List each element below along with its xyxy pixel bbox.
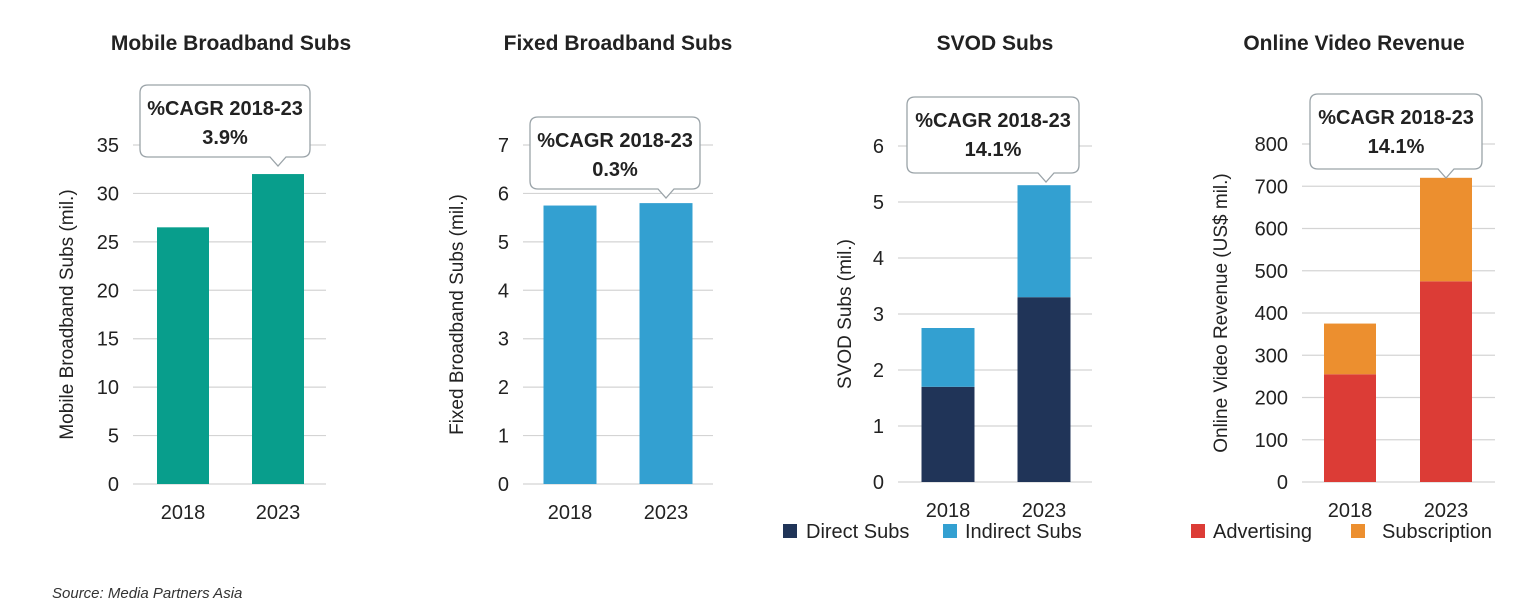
- bar-2018-subscription: [1324, 323, 1376, 375]
- chart-title: Fixed Broadband Subs: [504, 32, 733, 55]
- y-tick-label: 5: [498, 232, 509, 254]
- y-tick-label: 30: [97, 183, 119, 205]
- y-tick-label: 800: [1255, 134, 1288, 156]
- x-tick-label: 2018: [926, 500, 971, 522]
- bar-2023-direct-subs: [1017, 297, 1071, 482]
- cagr-callout-value: 3.9%: [202, 127, 248, 149]
- y-tick-label: 600: [1255, 219, 1288, 241]
- x-tick-label: 2023: [256, 502, 301, 524]
- cagr-callout-value: 14.1%: [1368, 136, 1425, 158]
- source-note: Source: Media Partners Asia: [52, 585, 243, 602]
- legend-swatch-direct-subs: [783, 524, 797, 538]
- bar-2023-indirect-subs: [1017, 185, 1071, 298]
- y-axis-label: SVOD Subs (mil.): [835, 239, 856, 389]
- bar-2018-direct-subs: [921, 386, 975, 482]
- y-tick-label: 35: [97, 135, 119, 157]
- bar-2023-advertising: [1420, 281, 1472, 482]
- x-tick-label: 2023: [644, 502, 689, 524]
- y-tick-label: 300: [1255, 345, 1288, 367]
- legend-label: Advertising: [1213, 521, 1312, 543]
- y-tick-label: 7: [498, 135, 509, 157]
- bar-2018-fixed-broadband-subs: [543, 205, 597, 485]
- y-axis-label: Online Video Revenue (US$ mil.): [1211, 173, 1232, 453]
- y-axis-label: Mobile Broadband Subs (mil.): [57, 189, 78, 439]
- y-tick-label: 0: [108, 474, 119, 496]
- chart-title: SVOD Subs: [937, 32, 1054, 55]
- cagr-callout-value: 0.3%: [592, 159, 638, 181]
- y-tick-label: 1: [873, 416, 884, 438]
- y-tick-label: 500: [1255, 261, 1288, 283]
- legend-label: Indirect Subs: [965, 521, 1082, 543]
- cagr-callout-value: 14.1%: [965, 139, 1022, 161]
- cagr-callout-label: %CAGR 2018-23: [915, 110, 1071, 132]
- y-tick-label: 3: [498, 329, 509, 351]
- chart-title: Online Video Revenue: [1243, 32, 1464, 55]
- legend-swatch-advertising: [1191, 524, 1205, 538]
- y-tick-label: 6: [498, 183, 509, 205]
- x-tick-label: 2018: [1328, 500, 1373, 522]
- legend-swatch-subscription: [1351, 524, 1365, 538]
- x-tick-label: 2018: [161, 502, 206, 524]
- y-axis-label: Fixed Broadband Subs (mil.): [447, 194, 468, 435]
- x-tick-label: 2023: [1022, 500, 1067, 522]
- y-tick-label: 6: [873, 136, 884, 158]
- bar-2018-indirect-subs: [921, 328, 975, 387]
- y-tick-label: 5: [108, 426, 119, 448]
- x-tick-label: 2023: [1424, 500, 1469, 522]
- y-tick-label: 3: [873, 304, 884, 326]
- bar-2023-fixed-broadband-subs: [639, 203, 693, 484]
- chart-title: Mobile Broadband Subs: [111, 32, 351, 55]
- cagr-callout: [529, 116, 701, 199]
- cagr-callout-label: %CAGR 2018-23: [147, 98, 303, 120]
- cagr-callout-label: %CAGR 2018-23: [1318, 107, 1474, 129]
- y-tick-label: 200: [1255, 388, 1288, 410]
- y-tick-label: 0: [873, 472, 884, 494]
- y-tick-label: 0: [498, 474, 509, 496]
- legend-label: Direct Subs: [806, 521, 909, 543]
- y-tick-label: 10: [97, 377, 119, 399]
- y-tick-label: 20: [97, 280, 119, 302]
- y-tick-label: 25: [97, 232, 119, 254]
- y-tick-label: 400: [1255, 303, 1288, 325]
- y-tick-label: 5: [873, 192, 884, 214]
- y-tick-label: 1: [498, 426, 509, 448]
- legend-label: Subscription: [1382, 521, 1492, 543]
- cagr-callout-label: %CAGR 2018-23: [537, 130, 693, 152]
- chart-panel-1: Mobile Broadband Subs 0 5 10 15 20 25 30 35 Mobil…: [57, 32, 351, 524]
- y-tick-label: 100: [1255, 430, 1288, 452]
- y-tick-label: 4: [498, 280, 509, 302]
- y-tick-label: 4: [873, 248, 884, 270]
- y-tick-label: 15: [97, 329, 119, 351]
- y-tick-label: 2: [873, 360, 884, 382]
- cagr-callout: [139, 84, 311, 167]
- bar-2023-subscription: [1420, 177, 1472, 282]
- bar-2018-mobile-broadband-subs: [157, 227, 209, 485]
- y-tick-label: 0: [1277, 472, 1288, 494]
- legend-swatch-indirect-subs: [943, 524, 957, 538]
- cagr-callout: [1309, 93, 1483, 179]
- bar-2018-advertising: [1324, 374, 1376, 482]
- y-tick-label: 700: [1255, 176, 1288, 198]
- chart-panel-4: Online Video Revenue 0 100 200 300 400 500 600 7…: [1191, 32, 1495, 543]
- cagr-callout: [906, 96, 1080, 183]
- bar-2023-mobile-broadband-subs: [252, 174, 304, 485]
- chart-panel-2: Fixed Broadband Subs 0 1 2 3 4 5 6 7 Fixed Broadb…: [447, 32, 732, 524]
- x-tick-label: 2018: [548, 502, 593, 524]
- y-tick-label: 2: [498, 377, 509, 399]
- chart-panel-3: SVOD Subs 0 1 2 3 4 5 6 SVOD Subs (mil.) 2018 2023…: [783, 32, 1092, 543]
